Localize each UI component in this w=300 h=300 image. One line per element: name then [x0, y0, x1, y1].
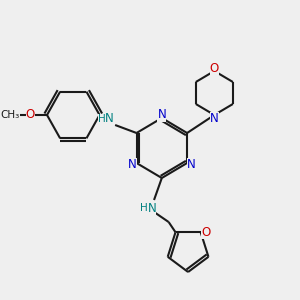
- Text: N: N: [148, 202, 157, 214]
- Text: N: N: [187, 158, 195, 170]
- Text: H: H: [140, 203, 148, 213]
- Text: O: O: [201, 226, 210, 239]
- Text: N: N: [158, 109, 166, 122]
- Text: O: O: [210, 61, 219, 74]
- Text: N: N: [210, 112, 219, 124]
- Text: H: H: [98, 114, 105, 124]
- Text: CH₃: CH₃: [0, 110, 20, 120]
- Text: O: O: [26, 109, 35, 122]
- Text: N: N: [105, 112, 114, 125]
- Text: N: N: [128, 158, 137, 170]
